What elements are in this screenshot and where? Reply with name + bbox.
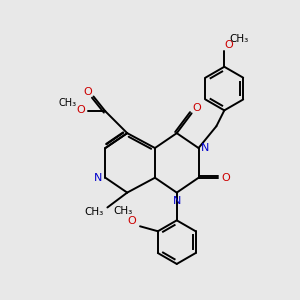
- Text: O: O: [128, 216, 136, 226]
- Text: N: N: [201, 143, 210, 153]
- Text: O: O: [192, 103, 201, 113]
- Text: CH₃: CH₃: [230, 34, 249, 44]
- Text: N: N: [172, 196, 181, 206]
- Text: CH₃: CH₃: [84, 207, 103, 218]
- Text: O: O: [224, 40, 233, 50]
- Text: O: O: [76, 105, 85, 116]
- Text: O: O: [83, 86, 92, 97]
- Text: CH₃: CH₃: [114, 206, 133, 216]
- Text: O: O: [221, 173, 230, 183]
- Text: CH₃: CH₃: [59, 98, 77, 108]
- Text: N: N: [94, 173, 103, 183]
